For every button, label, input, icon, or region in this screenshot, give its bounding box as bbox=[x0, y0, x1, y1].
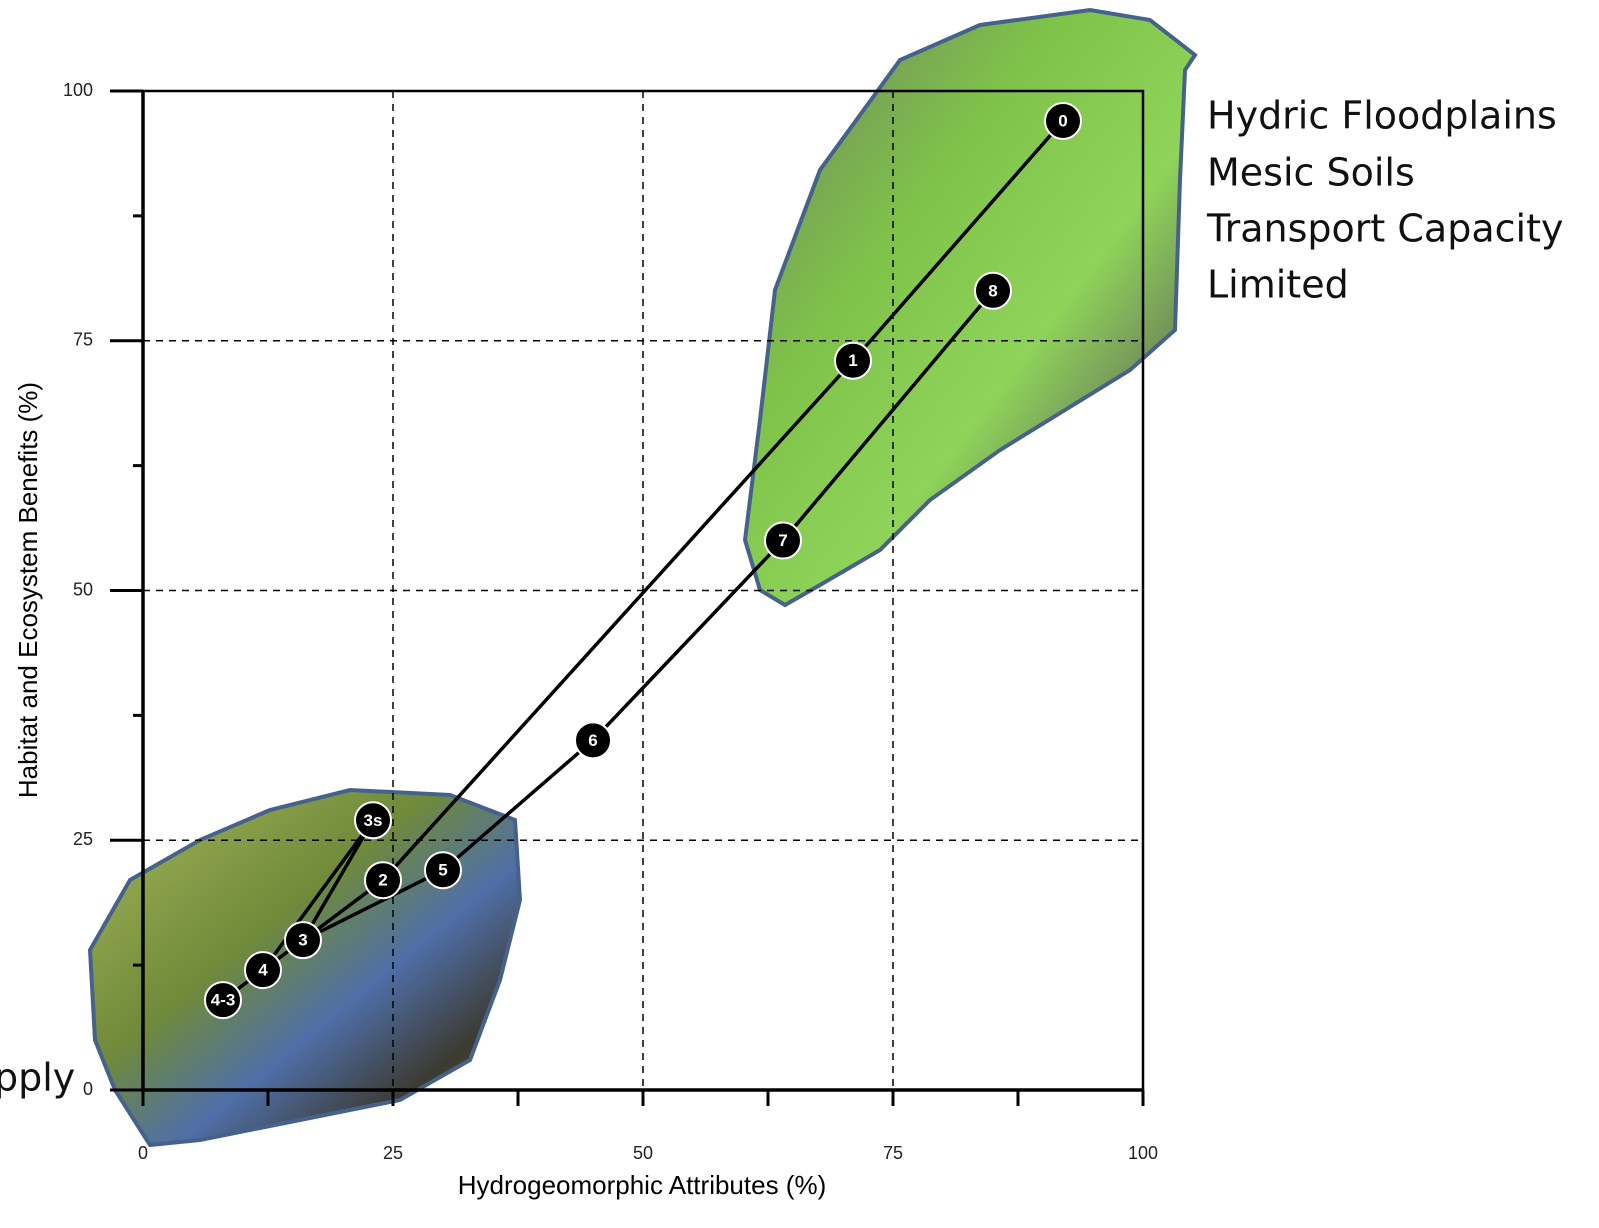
x-tick-label: 25 bbox=[383, 1143, 403, 1163]
x-tick-label: 100 bbox=[1128, 1143, 1158, 1163]
y-tick-label: 0 bbox=[83, 1079, 93, 1099]
y-axis-title: Habitat and Ecosystem Benefits (%) bbox=[13, 382, 43, 798]
point-label: 4 bbox=[258, 961, 268, 980]
x-tick-label: 50 bbox=[633, 1143, 653, 1163]
point-label: 2 bbox=[378, 871, 387, 890]
point-label: 5 bbox=[438, 861, 447, 880]
point-label: 0 bbox=[1058, 111, 1067, 130]
point-label: 3 bbox=[298, 931, 307, 950]
point-label: 4-3 bbox=[211, 991, 236, 1010]
point-label: 8 bbox=[988, 281, 997, 300]
annotation: Hydric Floodplains bbox=[1207, 94, 1557, 138]
y-tick-label: 75 bbox=[73, 330, 93, 350]
x-axis-title: Hydrogeomorphic Attributes (%) bbox=[458, 1170, 826, 1200]
annotation: Mesic Soils bbox=[1207, 151, 1415, 195]
x-tick-label: 0 bbox=[138, 1143, 148, 1163]
point-label: 1 bbox=[848, 351, 857, 370]
y-tick-label: 100 bbox=[63, 80, 93, 100]
y-tick-label: 25 bbox=[73, 829, 93, 849]
photo-floodplain bbox=[745, 10, 1195, 605]
chart: 0 25 50 75 100 0 25 50 75 100 0 1 2 3 4 4-3 8 7 6 5 3s Hydr… bbox=[0, 0, 1599, 1228]
y-tick-label: 50 bbox=[73, 579, 93, 599]
point-label: 3s bbox=[364, 811, 383, 830]
annotation: Transport Capacity bbox=[1206, 207, 1563, 251]
page: 0 25 50 75 100 0 25 50 75 100 0 1 2 3 4 4-3 8 7 6 5 3s Hydr… bbox=[0, 0, 1599, 1228]
annotation: Limited bbox=[1207, 263, 1349, 307]
x-tick-label: 75 bbox=[883, 1143, 903, 1163]
annotation: pply bbox=[0, 1056, 75, 1100]
point-label: 6 bbox=[588, 731, 597, 750]
point-label: 7 bbox=[778, 531, 787, 550]
